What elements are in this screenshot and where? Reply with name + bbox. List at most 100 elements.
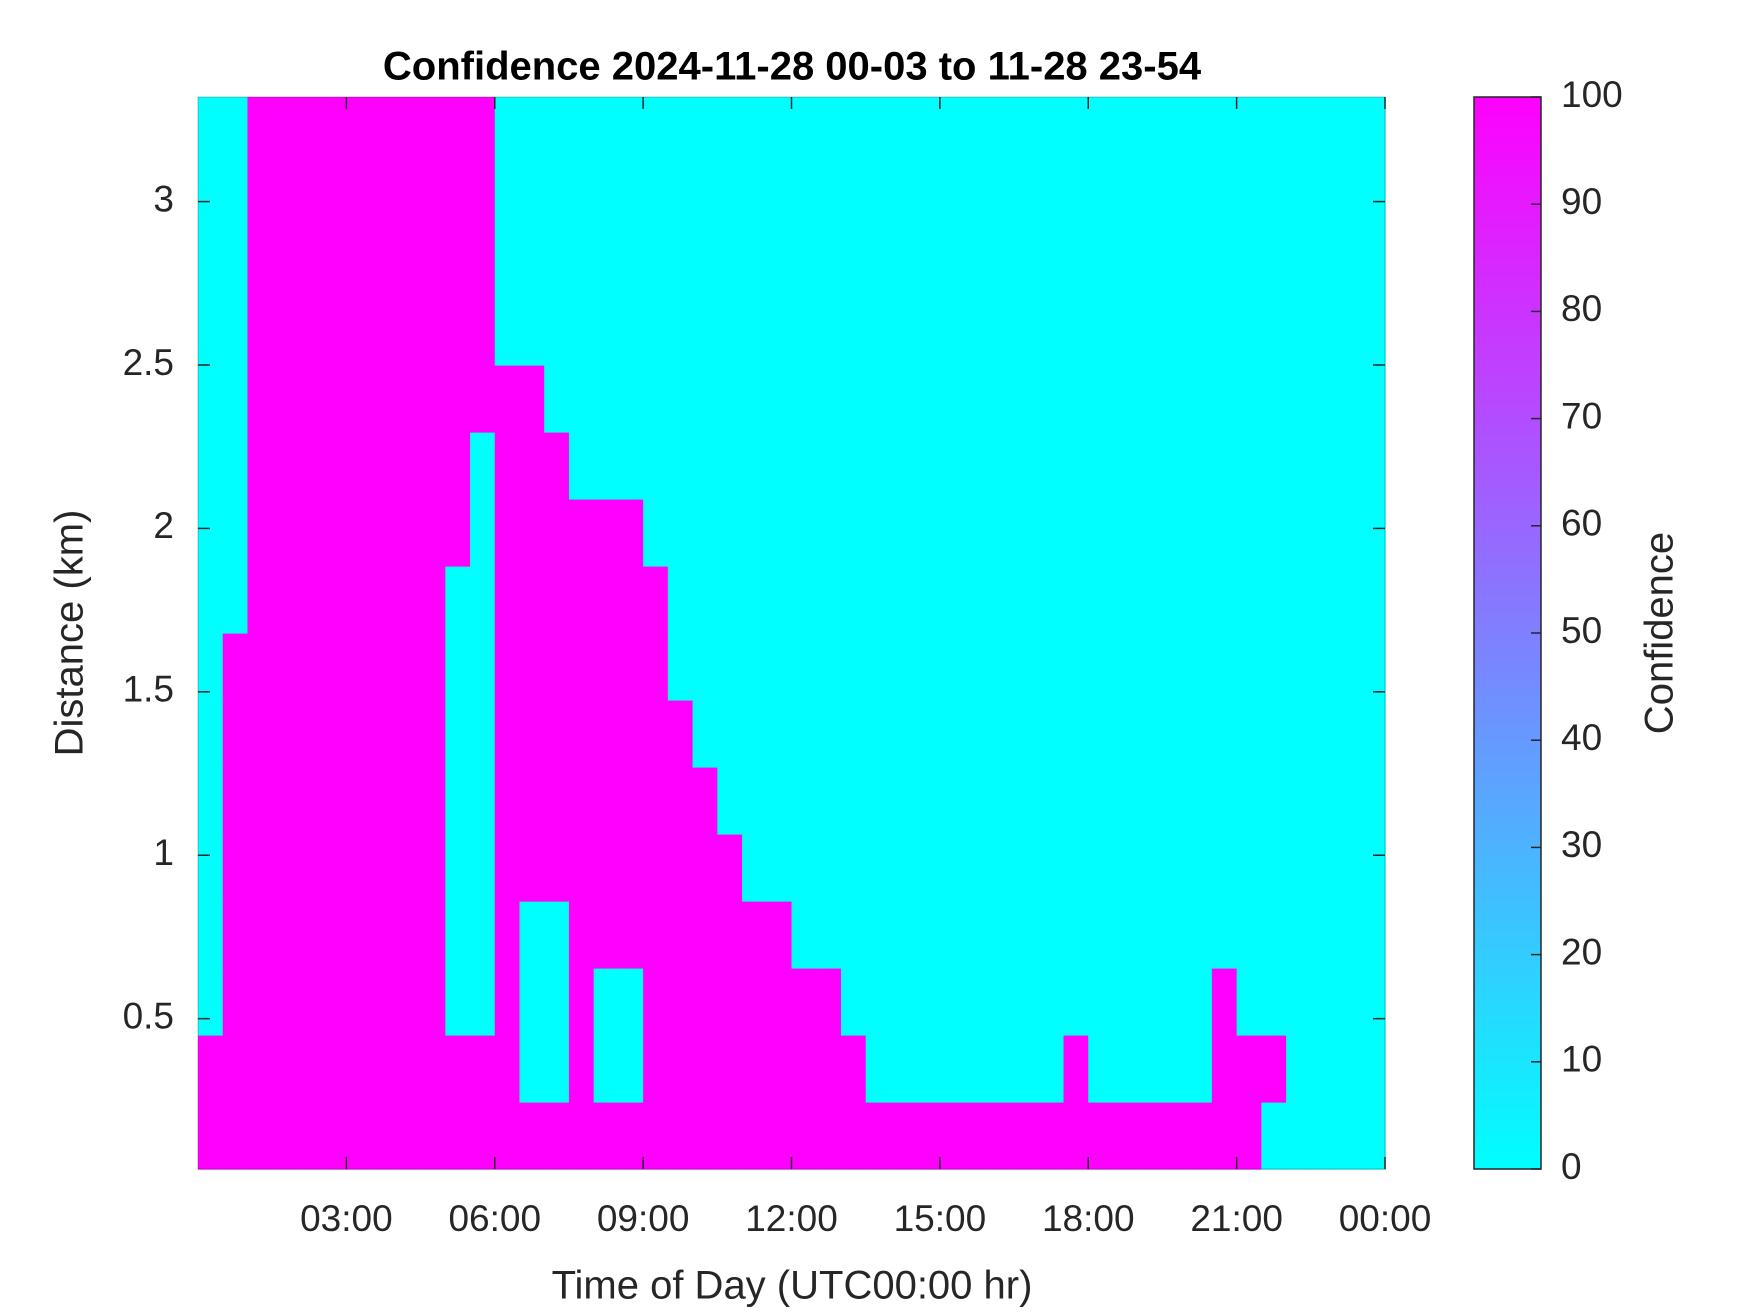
heatmap-cell [494,432,521,500]
heatmap-cell [766,164,793,232]
heatmap-cell [791,298,817,366]
heatmap-cell [964,700,990,768]
heatmap-cell [519,901,545,969]
heatmap-cell [296,767,323,835]
heatmap-cell [1187,164,1213,232]
heatmap-cell [470,499,496,567]
heatmap-cell [1286,432,1312,500]
heatmap-cell [198,499,224,567]
heatmap-cell [420,298,446,366]
heatmap-cell [470,566,496,634]
x-axis-label: Time of Day (UTC00:00 hr) [552,1264,1033,1308]
heatmap-cell [371,767,397,835]
heatmap-cell [395,1102,422,1170]
heatmap-cell [1014,968,1040,1036]
heatmap-cell [939,633,966,701]
heatmap-cell [692,968,718,1036]
heatmap-cell [198,1102,224,1170]
colorbar-tick-label: 0 [1561,1146,1582,1187]
heatmap-cell [222,767,249,835]
heatmap-cell [964,164,990,232]
heatmap-cell [643,968,669,1036]
heatmap-cell [445,566,471,634]
heatmap-cell [321,633,347,701]
heatmap-cell [964,499,990,567]
heatmap-cell [568,164,595,232]
heatmap-cell [1137,566,1164,634]
heatmap-cell [1162,97,1188,165]
heatmap-cell [643,97,669,165]
heatmap-cell [1211,566,1238,634]
heatmap-cell [1088,566,1114,634]
heatmap-cell [272,1035,298,1103]
heatmap-cell [593,1102,619,1170]
heatmap-cell [1360,499,1386,567]
heatmap-cell [742,968,768,1036]
heatmap-cell [791,1102,817,1170]
heatmap-cell [989,1102,1015,1170]
heatmap-cell [247,164,273,232]
heatmap-cell [766,298,793,366]
heatmap-cell [1038,968,1065,1036]
heatmap-cell [1286,968,1312,1036]
heatmap-cell [395,97,422,165]
heatmap-cell [1335,968,1361,1036]
heatmap-cell [519,164,545,232]
heatmap-cell [865,365,892,433]
x-tick-label: 21:00 [1190,1198,1283,1239]
heatmap-cell [296,700,323,768]
heatmap-cell [890,1035,916,1103]
heatmap-cell [766,1035,793,1103]
heatmap-cell [890,700,916,768]
heatmap-cell [643,298,669,366]
heatmap-cell [568,968,595,1036]
heatmap-cell [1286,700,1312,768]
heatmap-cell [222,700,249,768]
heatmap-cell [890,968,916,1036]
heatmap-cell [1137,1035,1164,1103]
heatmap-cell [519,1102,545,1170]
heatmap-cell [272,298,298,366]
heatmap-cell [420,968,446,1036]
x-tick-label: 06:00 [448,1198,541,1239]
heatmap-cell [593,97,619,165]
heatmap-cell [1014,1102,1040,1170]
heatmap-cell [791,901,817,969]
heatmap-cell [470,231,496,299]
heatmap-cell [272,499,298,567]
heatmap-cell [371,97,397,165]
heatmap-cell [1236,700,1262,768]
heatmap-cell [1088,499,1114,567]
heatmap-cell [222,164,249,232]
heatmap-cell [321,365,347,433]
heatmap-cell [1335,499,1361,567]
heatmap-cell [519,365,545,433]
heatmap-cell [618,1102,644,1170]
heatmap-cell [1088,834,1114,902]
heatmap-cell [222,834,249,902]
heatmap-cell [890,365,916,433]
heatmap-cell [865,566,892,634]
heatmap-cell [1236,1035,1262,1103]
heatmap-cell [198,968,224,1036]
heatmap-cell [865,432,892,500]
heatmap-cell [1063,968,1089,1036]
heatmap-cell [1088,700,1114,768]
heatmap-cell [915,700,941,768]
heatmap-cell [568,365,595,433]
heatmap-cell [1236,968,1262,1036]
heatmap-cell [816,767,842,835]
heatmap-cell [717,499,743,567]
heatmap-cell [1335,566,1361,634]
heatmap-cell [1137,901,1164,969]
heatmap-cell [568,231,595,299]
heatmap-cell [445,767,471,835]
heatmap-cell [296,298,323,366]
heatmap-cell [1261,700,1287,768]
heatmap-cell [840,231,867,299]
heatmap-cell [568,700,595,768]
heatmap-cell [742,432,768,500]
heatmap-cell [667,566,694,634]
heatmap-cell [1261,365,1287,433]
